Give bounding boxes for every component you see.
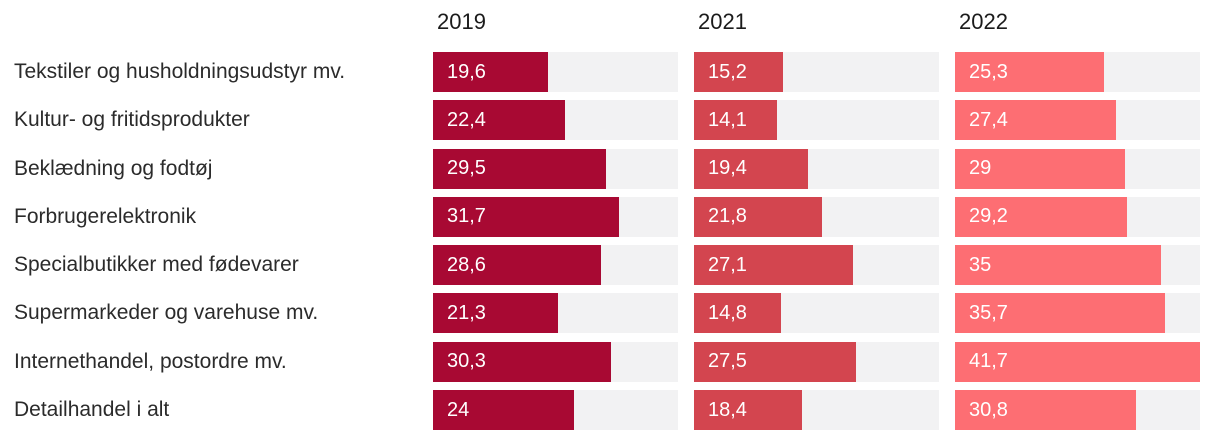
column-header-2022: 2022 <box>959 9 1008 34</box>
value-label: 27,4 <box>969 108 1008 131</box>
bar-track: 21,3 <box>433 293 678 334</box>
bar-track: 19,6 <box>433 52 678 92</box>
value-label: 18,4 <box>708 398 747 421</box>
value-bar: 19,4 <box>694 148 808 189</box>
chart-row: Kultur- og fritidsprodukter 22,4 14,1 27… <box>0 100 1220 141</box>
value-bar: 41,7 <box>955 341 1200 382</box>
value-label: 19,6 <box>447 60 486 83</box>
value-bar: 25,3 <box>955 52 1104 92</box>
value-label: 24 <box>447 398 470 421</box>
bar-track: 31,7 <box>433 196 678 237</box>
column-header-2019: 2019 <box>437 9 486 34</box>
category-label: Specialbutikker med fødevarer <box>14 253 299 277</box>
bar-track: 14,1 <box>694 100 939 141</box>
category-label: Beklædning og fodtøj <box>14 156 213 180</box>
bar-track: 30,8 <box>955 390 1200 431</box>
value-label: 35,7 <box>969 301 1008 324</box>
value-label: 19,4 <box>708 157 747 180</box>
bar-track: 35 <box>955 245 1200 286</box>
bar-track: 29,5 <box>433 148 678 189</box>
value-bar: 18,4 <box>694 390 803 431</box>
chart-row: Supermarkeder og varehuse mv. 21,3 14,8 … <box>0 293 1220 334</box>
value-label: 21,3 <box>447 301 486 324</box>
category-label: Kultur- og fritidsprodukter <box>14 108 250 132</box>
value-label: 14,1 <box>708 108 747 131</box>
column-header-2021: 2021 <box>698 9 747 34</box>
category-label: Forbrugerelektronik <box>14 204 197 228</box>
value-label: 22,4 <box>447 108 486 131</box>
value-label: 30,8 <box>969 398 1008 421</box>
value-label: 15,2 <box>708 60 747 83</box>
value-label: 30,3 <box>447 350 486 373</box>
value-bar: 27,4 <box>955 100 1116 141</box>
chart-header-row: 2019 2021 2022 <box>0 0 1220 52</box>
bar-track: 35,7 <box>955 293 1200 334</box>
value-bar: 19,6 <box>433 52 549 92</box>
value-label: 28,6 <box>447 253 486 276</box>
value-bar: 15,2 <box>694 52 784 92</box>
bar-track: 28,6 <box>433 245 678 286</box>
bar-track: 14,8 <box>694 293 939 334</box>
value-bar: 28,6 <box>433 245 602 286</box>
value-label: 25,3 <box>969 60 1008 83</box>
value-bar: 21,8 <box>694 196 823 237</box>
bar-track: 25,3 <box>955 52 1200 92</box>
value-bar: 30,3 <box>433 341 612 382</box>
value-bar: 29,5 <box>433 148 607 189</box>
value-bar: 27,1 <box>694 245 854 286</box>
category-label: Tekstiler og husholdningsudstyr mv. <box>14 60 346 83</box>
chart-row: Tekstiler og husholdningsudstyr mv. 19,6… <box>0 52 1220 92</box>
bar-track: 41,7 <box>955 341 1200 382</box>
value-bar: 29 <box>955 148 1126 189</box>
value-bar: 14,1 <box>694 100 777 141</box>
chart-row: Detailhandel i alt 24 18,4 30,8 <box>0 390 1220 431</box>
bar-track: 18,4 <box>694 390 939 431</box>
value-label: 35 <box>969 253 992 276</box>
value-label: 14,8 <box>708 301 747 324</box>
value-label: 29,2 <box>969 205 1008 228</box>
bar-track: 29 <box>955 148 1200 189</box>
value-bar: 21,3 <box>433 293 559 334</box>
bar-track: 19,4 <box>694 148 939 189</box>
value-bar: 35,7 <box>955 293 1165 334</box>
value-label: 27,1 <box>708 253 747 276</box>
chart-row: Specialbutikker med fødevarer 28,6 27,1 … <box>0 245 1220 286</box>
bar-track: 15,2 <box>694 52 939 92</box>
value-bar: 24 <box>433 390 574 431</box>
bar-track: 24 <box>433 390 678 431</box>
chart-row: Beklædning og fodtøj 29,5 19,4 29 <box>0 148 1220 189</box>
category-label: Supermarkeder og varehuse mv. <box>14 301 319 325</box>
value-bar: 22,4 <box>433 100 565 141</box>
chart-rows: Tekstiler og husholdningsudstyr mv. 19,6… <box>0 52 1220 431</box>
bar-track: 21,8 <box>694 196 939 237</box>
category-label: Detailhandel i alt <box>14 398 170 422</box>
value-label: 41,7 <box>969 350 1008 373</box>
value-bar: 27,5 <box>694 341 856 382</box>
bar-track: 22,4 <box>433 100 678 141</box>
value-bar: 31,7 <box>433 196 620 237</box>
chart-row: Internethandel, postordre mv. 30,3 27,5 … <box>0 341 1220 382</box>
value-label: 21,8 <box>708 205 747 228</box>
value-bar: 30,8 <box>955 390 1136 431</box>
bar-track: 30,3 <box>433 341 678 382</box>
chart-row: Forbrugerelektronik 31,7 21,8 29,2 <box>0 196 1220 237</box>
bar-track: 27,1 <box>694 245 939 286</box>
value-label: 29,5 <box>447 157 486 180</box>
value-label: 31,7 <box>447 205 486 228</box>
bar-track: 29,2 <box>955 196 1200 237</box>
value-label: 27,5 <box>708 350 747 373</box>
value-bar: 14,8 <box>694 293 781 334</box>
bar-track: 27,5 <box>694 341 939 382</box>
value-bar: 35 <box>955 245 1161 286</box>
bar-track: 27,4 <box>955 100 1200 141</box>
category-label: Internethandel, postordre mv. <box>14 349 287 373</box>
value-label: 29 <box>969 157 992 180</box>
value-bar: 29,2 <box>955 196 1127 237</box>
